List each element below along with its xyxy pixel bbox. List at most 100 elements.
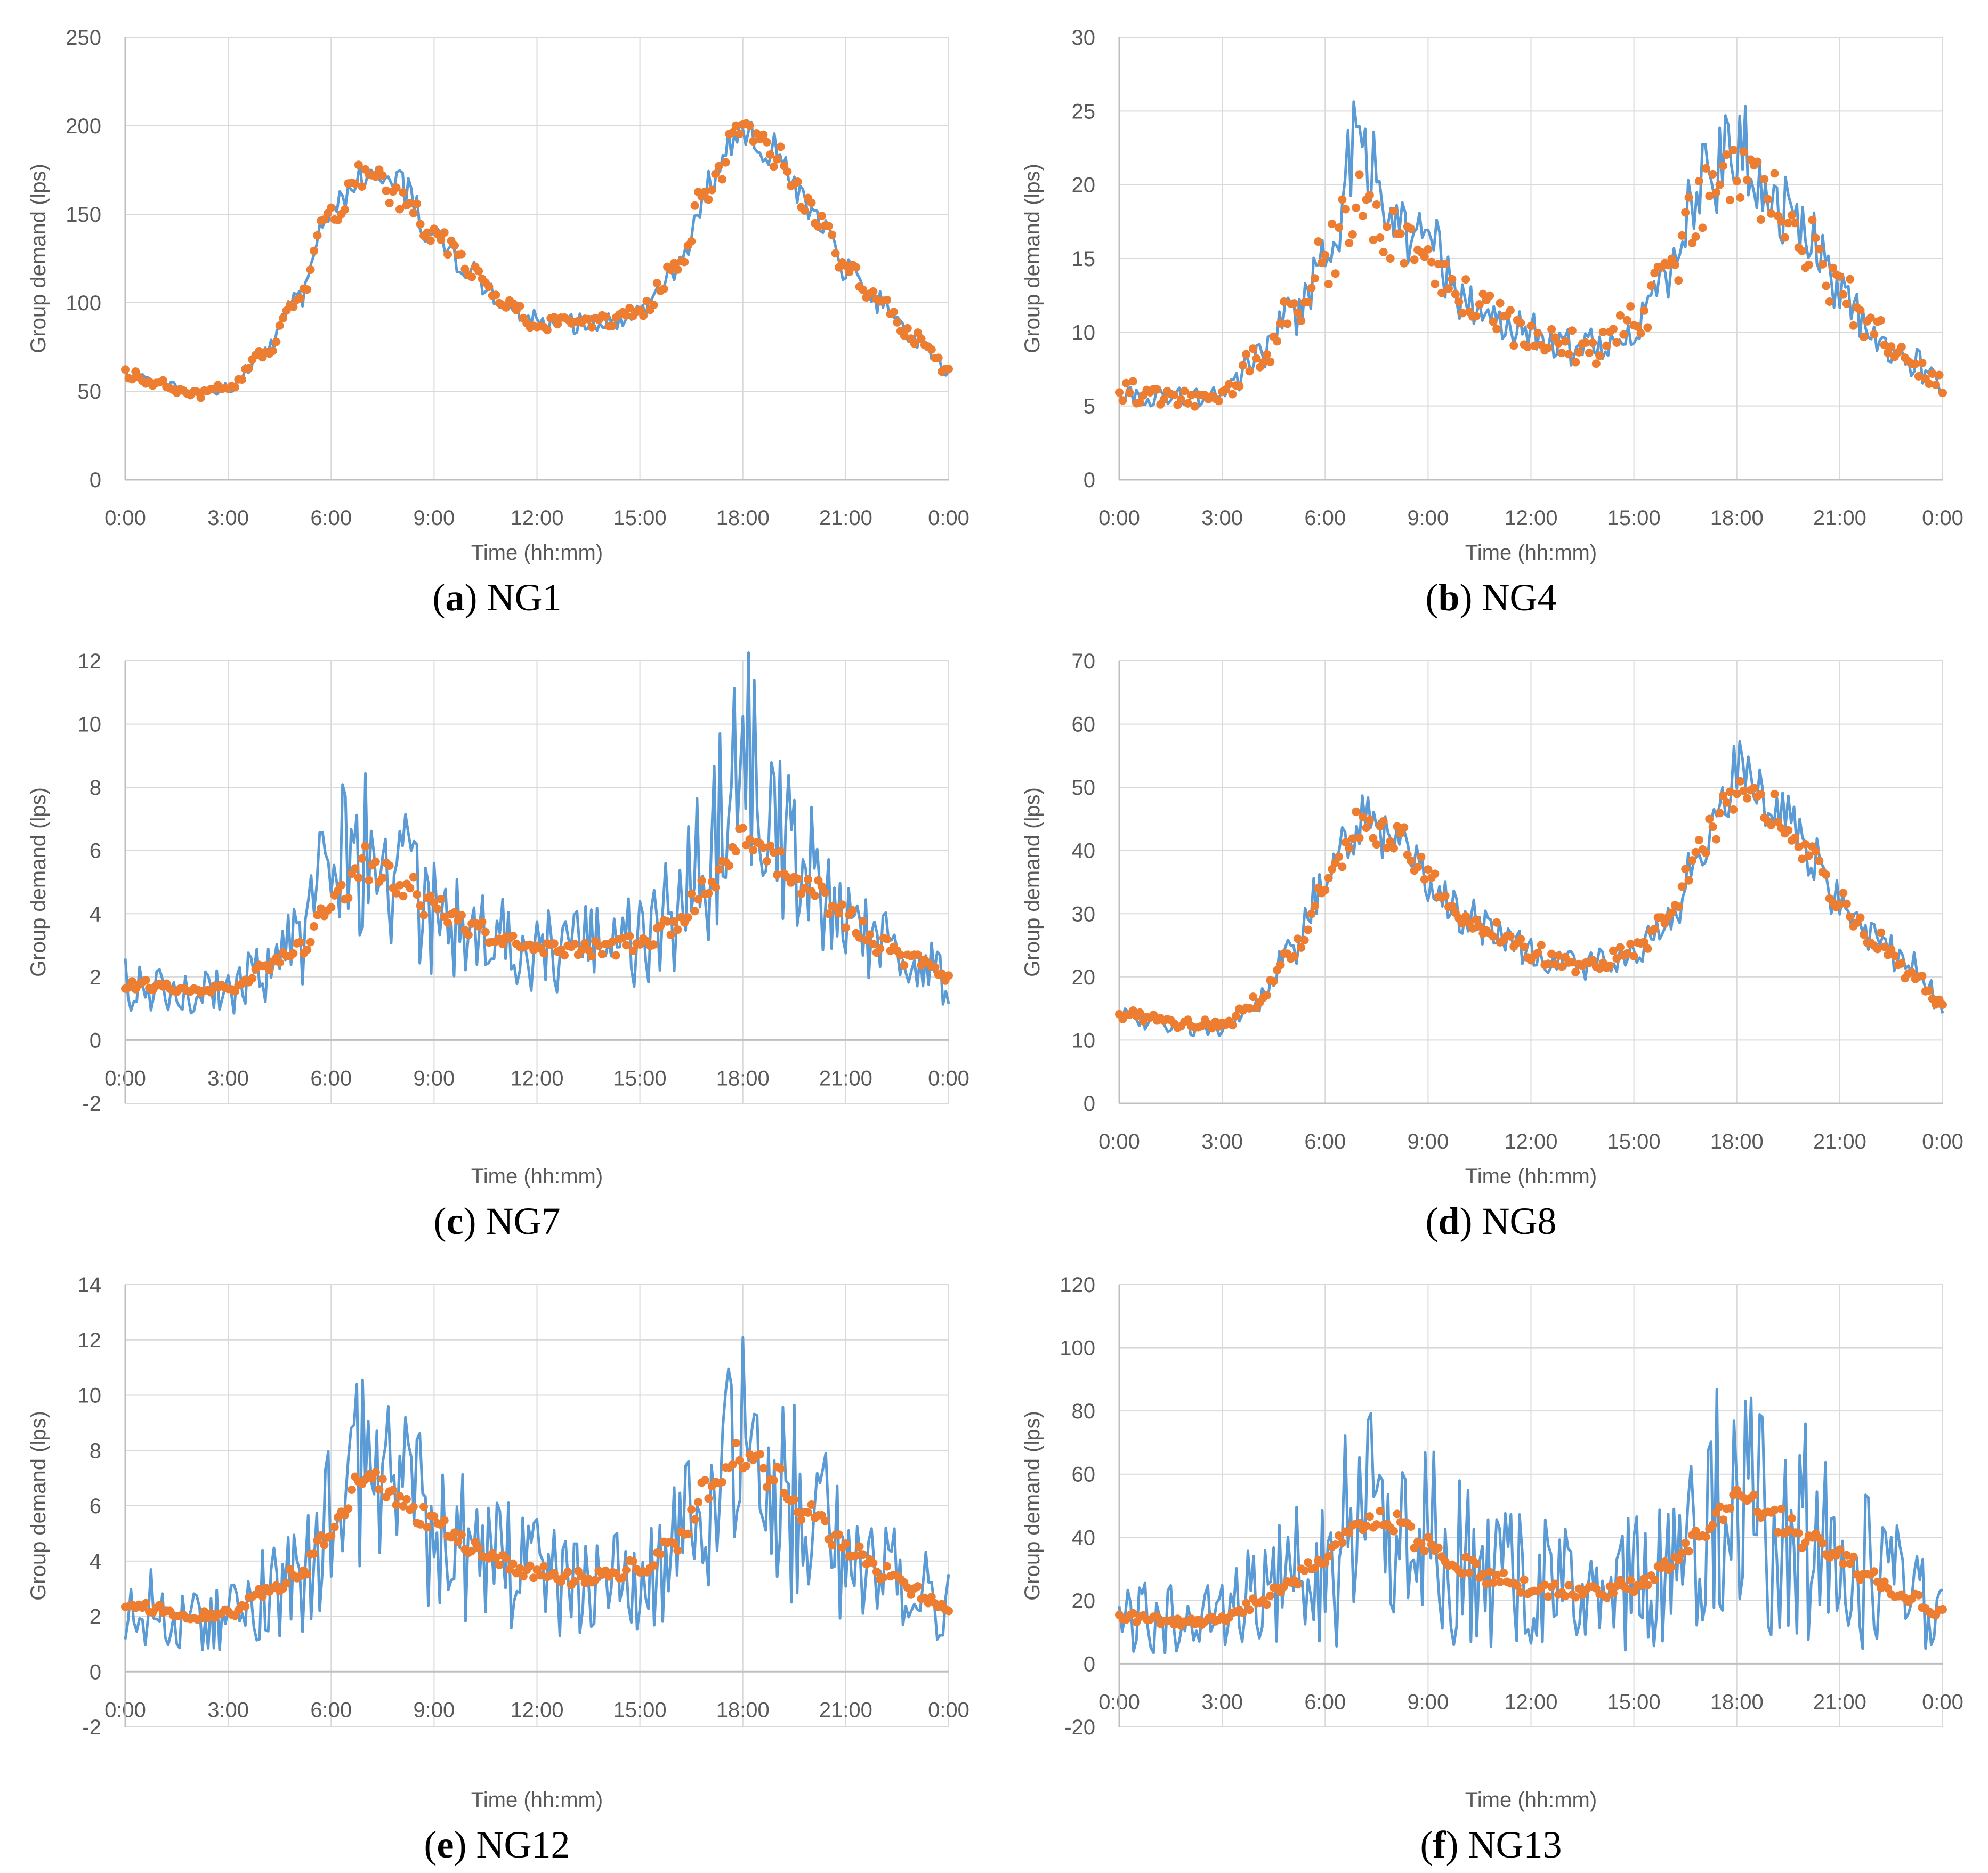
data-point-predicted [1444, 284, 1453, 293]
data-point-predicted [1712, 188, 1721, 197]
data-point-predicted [1338, 1538, 1347, 1547]
data-point-predicted [1461, 275, 1470, 284]
data-point-predicted [1650, 1575, 1659, 1584]
data-point-predicted [1410, 255, 1419, 264]
data-point-predicted [1567, 958, 1577, 967]
data-point-predicted [876, 944, 885, 953]
y-axis-title: Group demand (lps) [27, 1411, 50, 1601]
data-point-predicted [1612, 338, 1621, 347]
data-point-predicted [1345, 844, 1354, 853]
data-point-predicted [659, 285, 668, 293]
data-point-predicted [859, 285, 868, 294]
data-point-predicted [742, 1462, 751, 1471]
data-point-predicted [745, 835, 754, 844]
data-point-predicted [1846, 275, 1855, 284]
data-point-predicted [1365, 1512, 1374, 1521]
data-point-predicted [440, 228, 449, 237]
data-point-predicted [1719, 791, 1727, 800]
data-point-predicted [371, 1468, 380, 1477]
data-point-predicted [1431, 869, 1440, 878]
data-point-predicted [327, 203, 336, 212]
y-tick-label: 8 [90, 776, 101, 800]
x-tick-label: 9:00 [1407, 506, 1449, 530]
data-point-predicted [903, 1583, 912, 1592]
data-point-predicted [1434, 1543, 1443, 1552]
data-point-predicted [1698, 223, 1707, 232]
data-point-predicted [1431, 279, 1440, 288]
data-point-predicted [835, 909, 843, 918]
data-point-predicted [395, 205, 404, 214]
data-point-predicted [549, 939, 559, 948]
chart-ng1: 0 50 100 150 200 250 0:00 3:00 6:00 9:00 12:00 15:0… [27, 26, 969, 564]
data-point-predicted [621, 1565, 631, 1575]
data-point-predicted [1908, 968, 1917, 977]
data-point-predicted [1811, 233, 1820, 243]
y-tick-label: 6 [90, 839, 101, 863]
data-point-predicted [296, 294, 305, 303]
y-axis-title: Group demand (lps) [1021, 1411, 1044, 1601]
data-point-predicted [1602, 1593, 1611, 1602]
data-point-predicted [1763, 195, 1772, 204]
data-point-predicted [1489, 1578, 1498, 1587]
data-point-predicted [1681, 1539, 1690, 1547]
data-point-predicted [776, 1464, 785, 1473]
data-point-predicted [714, 865, 723, 874]
data-point-predicted [196, 1614, 205, 1623]
x-tick-label: 0:00 [928, 1067, 969, 1090]
data-point-predicted [1307, 909, 1316, 918]
data-point-predicted [914, 328, 923, 337]
data-point-predicted [704, 889, 713, 898]
data-point-predicted [1128, 377, 1137, 386]
data-point-predicted [1767, 820, 1776, 829]
data-point-predicted [1794, 842, 1803, 851]
data-point-predicted [944, 1606, 953, 1616]
y-tick-label: 60 [1072, 713, 1096, 737]
x-tick-label: 12:00 [1504, 1690, 1557, 1714]
data-point-predicted [611, 951, 620, 960]
data-point-predicted [1280, 297, 1288, 306]
data-point-predicted [316, 904, 325, 913]
data-point-predicted [800, 884, 809, 893]
caption-ng7: (c) NG7 [433, 1200, 561, 1242]
data-point-predicted [481, 927, 490, 936]
data-point-predicted [1691, 847, 1700, 857]
data-point-predicted [1629, 1587, 1638, 1596]
data-point-predicted [1705, 191, 1714, 200]
data-point-predicted [1400, 823, 1409, 832]
data-point-predicted [1739, 786, 1748, 795]
data-point-predicted [282, 1579, 291, 1587]
data-point-predicted [1407, 1522, 1416, 1531]
data-point-predicted [1657, 1563, 1666, 1572]
data-point-predicted [1407, 224, 1416, 233]
data-point-predicted [1650, 924, 1659, 933]
x-tick-label: 3:00 [1201, 1130, 1243, 1153]
data-point-predicted [1283, 319, 1292, 328]
data-point-predicted [454, 1537, 463, 1546]
chart-ng7: -2 0 2 4 6 8 10 12 0:00 3:00 6:00 9:00 12:00 15:00 18:… [27, 650, 969, 1188]
data-point-predicted [855, 933, 864, 942]
y-tick-label: -2 [82, 1716, 101, 1739]
data-point-predicted [1914, 1591, 1923, 1600]
data-point-predicted [430, 898, 439, 907]
series-line-measured [124, 1336, 950, 1651]
data-point-predicted [440, 1516, 449, 1525]
data-point-predicted [1300, 935, 1309, 944]
data-point-predicted [1571, 1593, 1580, 1602]
data-point-predicted [584, 314, 593, 324]
data-point-predicted [1791, 219, 1800, 228]
y-tick-label: 40 [1072, 839, 1096, 863]
data-point-predicted [1152, 385, 1161, 394]
data-point-predicted [608, 321, 617, 330]
data-point-predicted [1533, 329, 1542, 338]
data-point-predicted [1667, 908, 1676, 917]
data-point-predicted [759, 1464, 768, 1473]
data-point-predicted [1468, 924, 1477, 933]
data-point-predicted [1331, 1540, 1340, 1549]
x-axis-title: Time (hh:mm) [1465, 1788, 1597, 1812]
data-point-predicted [1389, 206, 1398, 215]
data-point-predicted [694, 1498, 703, 1507]
y-tick-label: 0 [90, 469, 101, 492]
data-point-predicted [697, 876, 706, 885]
y-tick-label: 12 [78, 1329, 102, 1352]
data-point-predicted [1822, 281, 1831, 290]
